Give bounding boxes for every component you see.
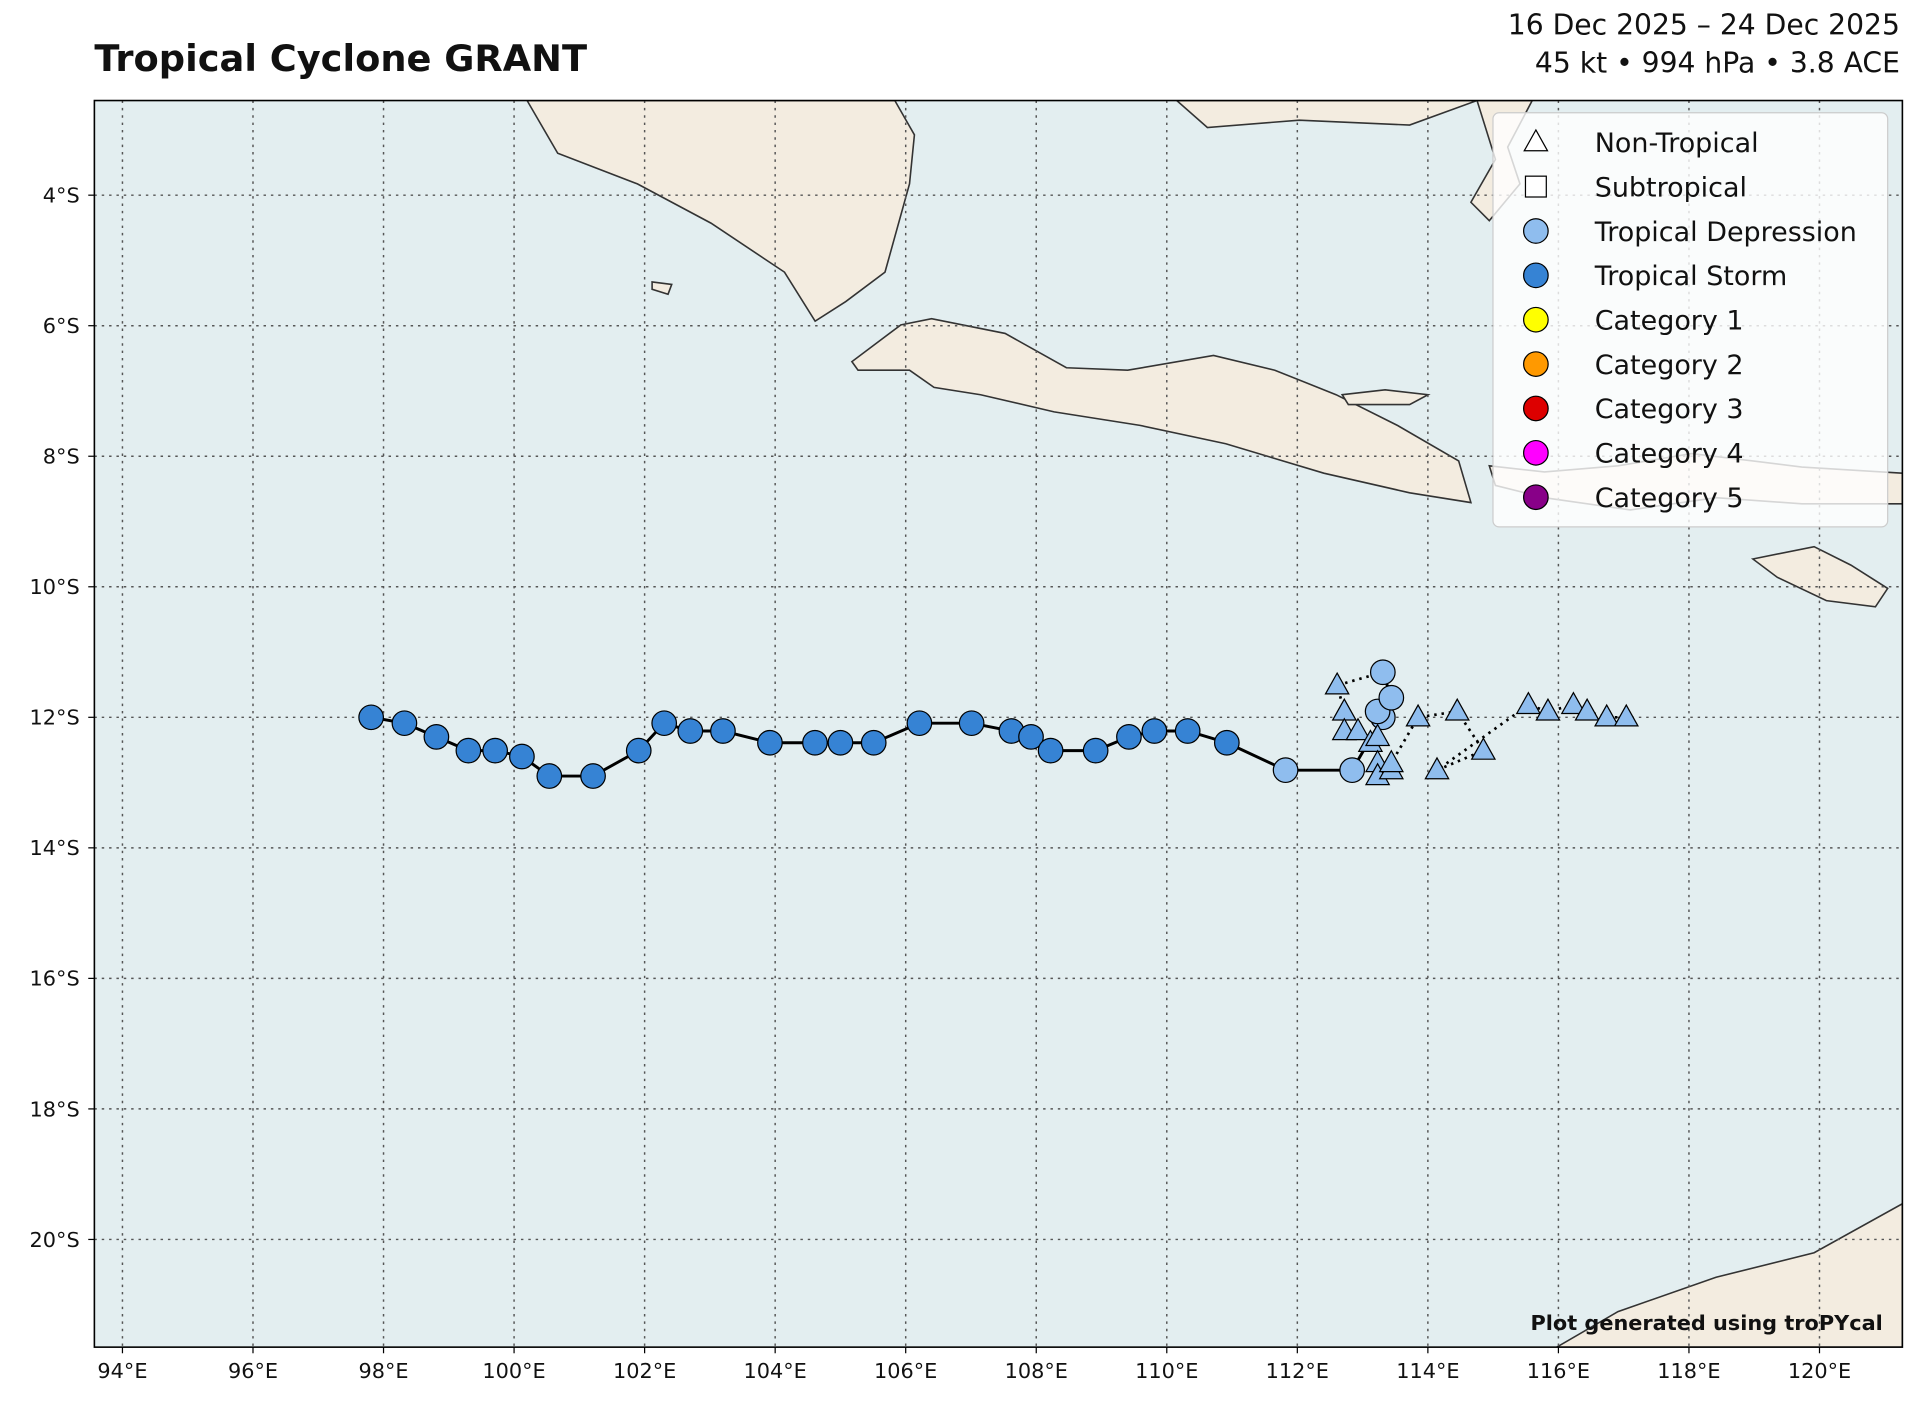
track-point xyxy=(1364,723,1391,747)
x-tick-label: 98°E xyxy=(358,1359,408,1383)
x-tick-label: 112°E xyxy=(1266,1359,1329,1383)
track-point xyxy=(1213,729,1240,756)
track-point xyxy=(1116,724,1142,750)
legend-label: Subtropical xyxy=(1595,172,1747,203)
track-point xyxy=(358,704,385,731)
legend-box xyxy=(1492,112,1889,528)
legend-marker xyxy=(1523,395,1549,422)
track-point xyxy=(1018,724,1044,750)
track-point xyxy=(1324,671,1350,695)
track-point xyxy=(1444,697,1470,721)
x-tick-label: 104°E xyxy=(743,1359,806,1383)
track-point xyxy=(1378,684,1405,711)
track-point xyxy=(1515,691,1542,715)
x-tick-label: 110°E xyxy=(1135,1359,1198,1383)
track-point xyxy=(1378,749,1405,773)
plot-frame xyxy=(93,99,1904,1348)
x-tick-label: 118°E xyxy=(1657,1359,1720,1383)
legend-label: Category 2 xyxy=(1595,350,1744,381)
legend-marker xyxy=(1523,262,1549,289)
track-point xyxy=(580,763,606,789)
x-tick-label: 96°E xyxy=(228,1359,278,1383)
track-point xyxy=(1560,691,1587,715)
legend-marker xyxy=(1523,439,1549,466)
track-point xyxy=(677,718,704,744)
track-point xyxy=(1339,757,1366,784)
credit: Plot generated using troPYcal xyxy=(1531,1311,1883,1335)
track-point xyxy=(1424,756,1450,780)
track-point xyxy=(906,710,933,737)
subtitle-dates: 16 Dec 2025 – 24 Dec 2025 xyxy=(1508,8,1900,41)
track-point xyxy=(509,743,535,770)
track-point xyxy=(1369,659,1396,686)
legend-label: Tropical Storm xyxy=(1594,261,1788,292)
track-point xyxy=(1470,737,1497,760)
track-point xyxy=(802,729,828,756)
legend-marker xyxy=(1523,484,1549,511)
track-point xyxy=(391,710,418,737)
legend-marker xyxy=(1523,351,1549,377)
legend-label: Category 5 xyxy=(1595,483,1744,514)
legend-label: Non-Tropical xyxy=(1595,128,1759,159)
x-tick-label: 100°E xyxy=(482,1359,545,1383)
track-point xyxy=(827,729,854,756)
track-point xyxy=(1174,718,1201,744)
track-point xyxy=(1082,737,1109,764)
chart-title: Tropical Cyclone GRANT xyxy=(94,37,587,80)
x-tick-label: 94°E xyxy=(97,1359,147,1383)
track-point xyxy=(651,710,678,737)
legend-marker xyxy=(1523,306,1549,333)
track-point xyxy=(536,763,563,789)
legend-marker xyxy=(1523,128,1549,152)
x-tick-label: 120°E xyxy=(1788,1359,1851,1383)
track-point xyxy=(710,718,736,744)
track-point xyxy=(1272,757,1299,784)
y-tick-label: 16°S xyxy=(30,967,80,991)
track-point xyxy=(1037,737,1064,764)
track-point xyxy=(757,729,783,756)
track-point xyxy=(625,737,652,764)
track-point xyxy=(455,737,482,764)
track-point xyxy=(1574,697,1600,721)
track-point xyxy=(1535,697,1561,721)
track-point xyxy=(1345,717,1371,741)
legend-label: Category 3 xyxy=(1595,394,1744,425)
legend-label: Tropical Depression xyxy=(1594,217,1857,248)
legend-label: Category 4 xyxy=(1595,439,1744,470)
track-point xyxy=(423,724,450,750)
track xyxy=(358,659,1639,789)
y-tick-label: 12°S xyxy=(30,706,80,730)
track-point xyxy=(1405,703,1431,727)
x-tick-label: 114°E xyxy=(1396,1359,1459,1383)
x-tick-label: 106°E xyxy=(874,1359,937,1383)
subtitle-stats: 45 kt • 994 hPa • 3.8 ACE xyxy=(1535,46,1900,79)
legend: Non-Tropical Subtropical Tropical Depressi… xyxy=(1492,112,1889,528)
track-point xyxy=(1594,703,1620,727)
legend-marker xyxy=(1524,175,1547,198)
legend-marker xyxy=(1523,218,1549,244)
track-point xyxy=(860,729,887,756)
y-tick-label: 20°S xyxy=(30,1228,80,1252)
track-point xyxy=(958,710,985,737)
legend-label: Category 1 xyxy=(1595,306,1744,337)
x-tick-label: 116°E xyxy=(1527,1359,1590,1383)
y-tick-label: 8°S xyxy=(43,445,80,469)
y-tick-label: 6°S xyxy=(43,314,80,338)
track-point xyxy=(482,737,509,764)
y-tick-label: 18°S xyxy=(30,1097,80,1121)
y-tick-label: 4°S xyxy=(43,184,80,208)
y-tick-label: 14°S xyxy=(30,836,80,860)
track-point xyxy=(1141,718,1168,744)
x-tick-label: 108°E xyxy=(1005,1359,1068,1383)
track-point xyxy=(1613,703,1639,727)
x-tick-label: 102°E xyxy=(613,1359,676,1383)
y-tick-label: 10°S xyxy=(30,575,80,599)
